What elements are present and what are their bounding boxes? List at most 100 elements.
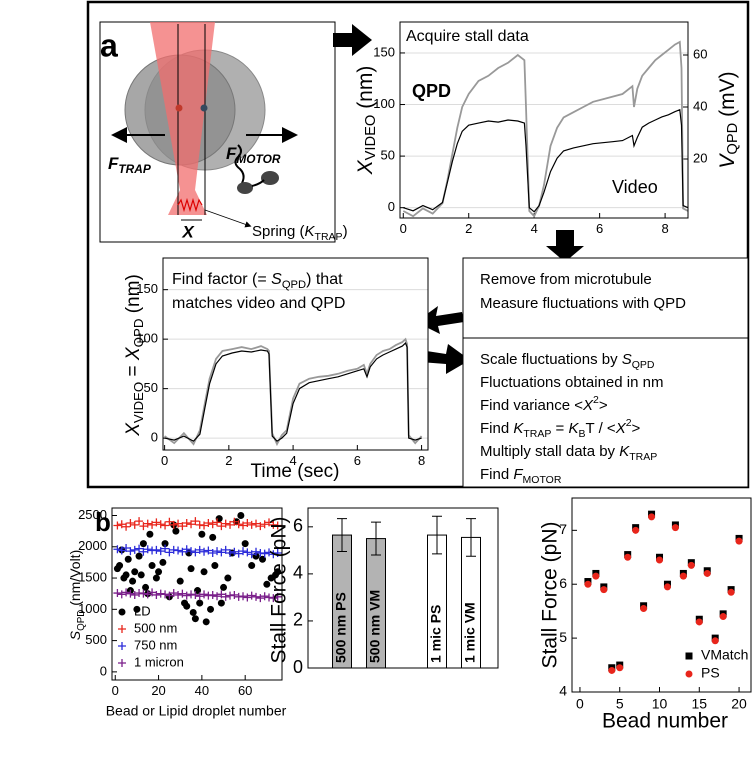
x-tick-label: 5 — [616, 695, 624, 711]
text-run: S — [271, 271, 282, 288]
point — [182, 519, 191, 528]
trap-diagram — [99, 21, 336, 243]
point — [130, 590, 139, 599]
point — [143, 519, 152, 528]
point — [273, 521, 282, 530]
text-run: VIDEO — [131, 382, 146, 423]
point — [200, 590, 209, 599]
y-tick-label: 50 — [381, 148, 395, 163]
point — [592, 572, 600, 580]
y-tick-label: 6 — [293, 516, 303, 536]
trace — [402, 40, 689, 218]
text-run: ) — [343, 223, 348, 240]
point — [719, 613, 727, 621]
legend-label: PS — [701, 665, 720, 681]
point — [122, 571, 130, 579]
legend-label: 750 nm — [134, 637, 177, 652]
point — [252, 547, 261, 556]
point — [260, 549, 269, 558]
point — [265, 548, 274, 557]
force-label: FTRAP — [108, 154, 151, 176]
text-run: Find — [480, 466, 513, 483]
displacement-label: X — [181, 222, 195, 241]
text-run: K — [619, 443, 630, 460]
point — [183, 602, 191, 610]
point — [130, 545, 139, 554]
text-run: TRAP — [523, 428, 551, 440]
point — [161, 590, 170, 599]
point — [207, 605, 215, 613]
text-run: Find — [480, 420, 513, 437]
text-run: X — [123, 346, 144, 361]
point — [663, 583, 671, 591]
text-run: (nm) — [123, 274, 144, 318]
text-run: 2 — [593, 394, 599, 406]
text-run: VIDEO — [363, 115, 379, 161]
text-run: QPD — [632, 359, 655, 371]
text-run: X — [615, 420, 627, 437]
text-run: K — [569, 420, 580, 437]
x-tick-label: 4 — [289, 453, 296, 468]
point — [217, 599, 225, 607]
point — [247, 591, 256, 600]
force-label: FMOTOR — [226, 144, 281, 166]
flow-step: Find FMOTOR — [480, 466, 562, 486]
y-tick-label: 50 — [144, 380, 158, 395]
text-run: QPD — [76, 610, 87, 631]
y-axis-label: XVIDEO = XQPD (nm) — [123, 274, 146, 437]
legend-marker — [118, 659, 126, 667]
point — [187, 520, 196, 529]
point — [256, 594, 265, 603]
point — [124, 555, 132, 563]
text-run: Multiply stall data by — [480, 443, 619, 460]
point — [237, 512, 245, 520]
error-bar — [337, 518, 347, 553]
legend-marker — [118, 608, 126, 616]
point — [695, 618, 703, 626]
error-bar — [466, 518, 476, 557]
x-tick-label: 60 — [238, 683, 252, 698]
point — [187, 565, 195, 573]
x-axis-label: Bead or Lipid droplet number — [106, 703, 287, 719]
point — [195, 545, 204, 554]
trace — [164, 337, 423, 447]
point — [274, 568, 282, 576]
point — [256, 522, 265, 531]
x-tick-label: 20 — [731, 695, 747, 711]
point — [217, 590, 226, 599]
x-tick-label: 0 — [576, 695, 584, 711]
plot-frame — [571, 497, 752, 693]
point — [735, 537, 743, 545]
y2-tick-label: 40 — [693, 98, 707, 113]
point — [624, 553, 632, 561]
point — [230, 590, 239, 599]
point — [191, 590, 200, 599]
point — [182, 591, 191, 600]
trace — [403, 108, 689, 213]
text-run: Measure fluctuations with QPD — [480, 295, 686, 312]
point — [122, 522, 131, 531]
point — [198, 530, 206, 538]
bar-label: 500 nm PS — [333, 592, 349, 663]
flow-step: Measure fluctuations with QPD — [480, 295, 686, 312]
flow-step: Scale fluctuations by SQPD — [480, 351, 655, 371]
point — [113, 545, 122, 554]
point — [159, 558, 167, 566]
text-run: S — [622, 351, 632, 368]
y-tick-label: 0 — [100, 663, 107, 678]
x-tick-label: 40 — [195, 683, 209, 698]
y-tick-label: 4 — [559, 683, 567, 699]
y2-axis-label: VQPD (mV) — [716, 71, 741, 168]
point — [234, 520, 243, 529]
point — [226, 549, 235, 558]
text-run: (nm/Volt) — [67, 550, 83, 610]
text-run: F — [513, 466, 523, 483]
point — [133, 605, 141, 613]
point — [648, 513, 656, 521]
point — [174, 519, 183, 528]
point — [243, 519, 252, 528]
text-run: MOTOR — [236, 152, 280, 166]
point — [178, 547, 187, 556]
point — [116, 562, 124, 570]
